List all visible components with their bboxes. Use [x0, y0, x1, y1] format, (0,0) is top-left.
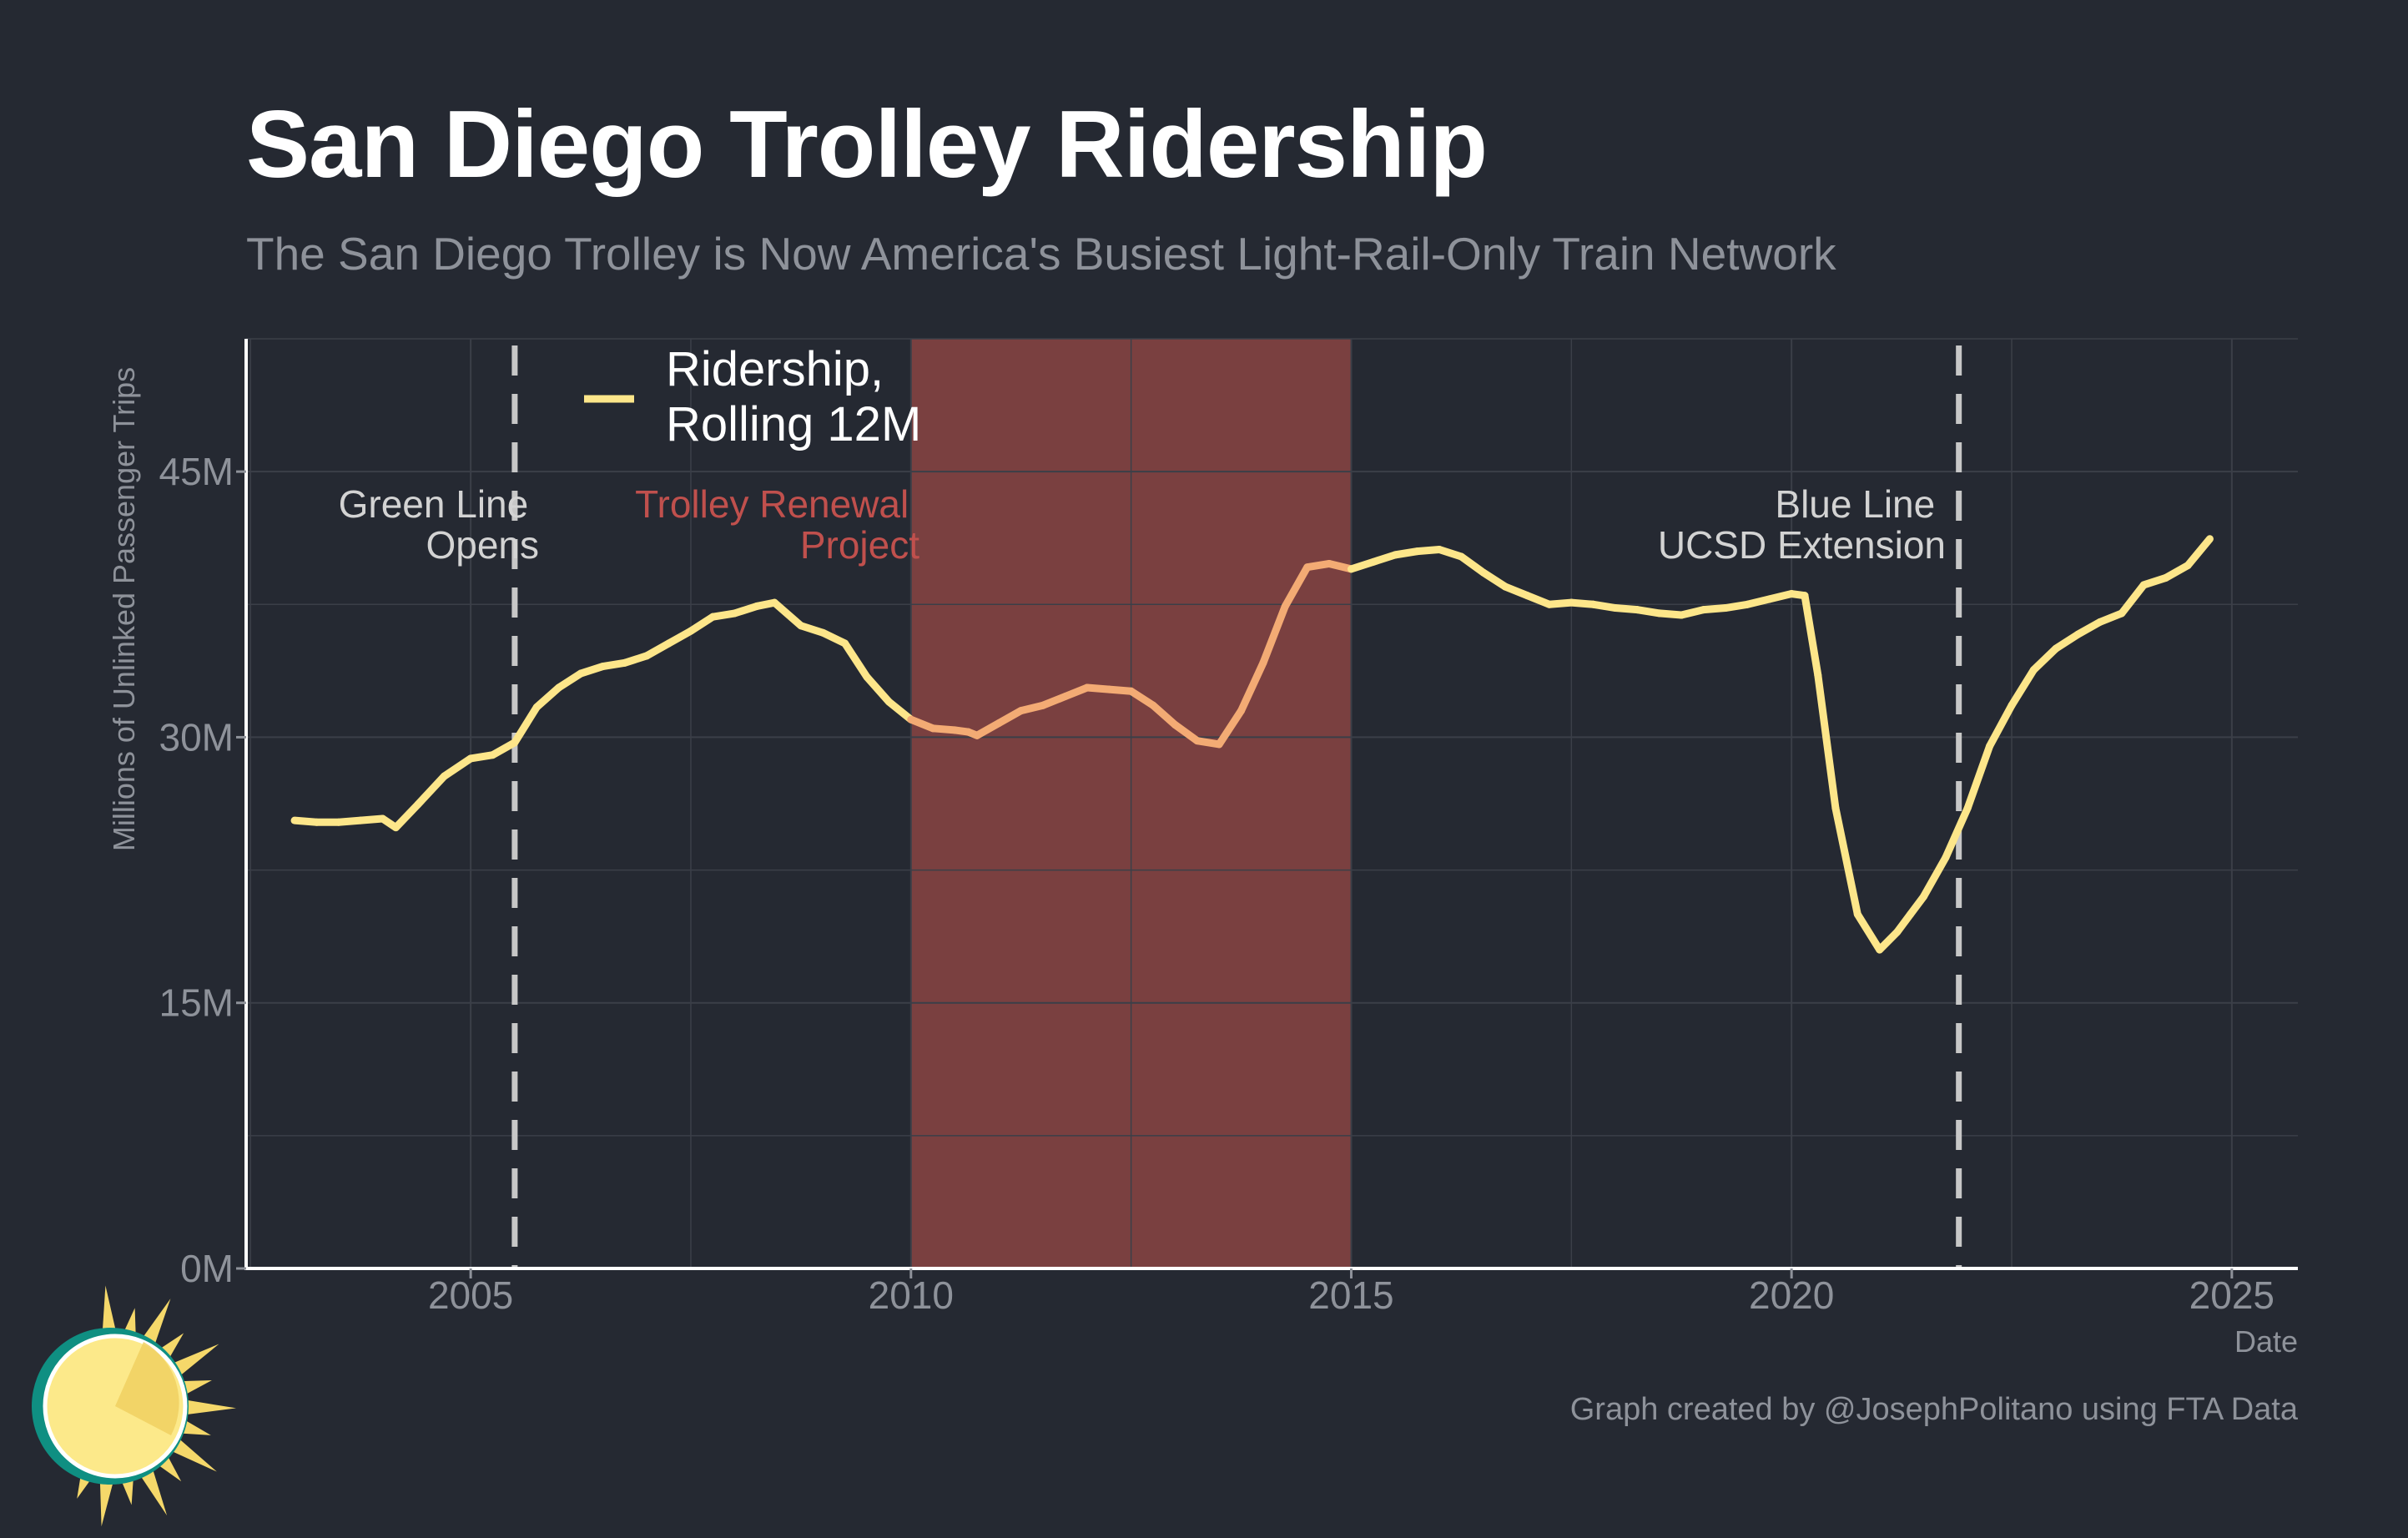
sun-shade [115, 1342, 179, 1435]
series-segment [884, 698, 915, 724]
series-segment [2118, 581, 2148, 618]
series-segment [841, 639, 871, 681]
legend-label-line2: Rolling 12M [666, 397, 921, 451]
series-segment [1457, 552, 1488, 577]
sun-ray [102, 1285, 118, 1341]
x-tick-label: 2010 [869, 1273, 954, 1317]
y-tick-label: 0M [180, 1247, 234, 1290]
chart-title: San Diego Trolley Ridership [246, 92, 1488, 198]
series-segment [973, 719, 1003, 739]
series-segment [1919, 854, 1950, 900]
series-segment [2029, 644, 2060, 674]
series-segment [621, 652, 651, 667]
series-segment [1039, 693, 1069, 709]
series-segment [1017, 701, 1047, 715]
series-segment [1060, 683, 1091, 701]
legend: Ridership, Rolling 12M [584, 342, 921, 451]
series-segment [1814, 671, 1840, 812]
series-segment [995, 707, 1025, 727]
y-axis-title: Millions of Unlinked Passenger Trips [107, 367, 141, 851]
vline-label-green-line-1: Green Line [339, 482, 529, 526]
series-segment [489, 739, 519, 759]
series-segment [1149, 701, 1179, 729]
shade-label-renewal-1: Trolley Renewal [635, 482, 909, 526]
chart-subtitle: The San Diego Trolley is Now America's B… [246, 228, 1836, 280]
x-tick-label: 2015 [1308, 1273, 1393, 1317]
series-segment [1259, 602, 1289, 667]
series-segment [731, 602, 761, 618]
series-segment [2139, 573, 2170, 589]
series-segment [555, 669, 585, 692]
sun-ray [168, 1344, 219, 1379]
series-segment [1963, 742, 1994, 812]
series-segment [642, 639, 673, 660]
series-segment [2096, 609, 2126, 627]
sun-ray [181, 1399, 236, 1415]
shade-label-renewal: Trolley Renewal Project [635, 482, 919, 567]
series-segment [687, 613, 717, 635]
series-segment [1501, 582, 1532, 600]
shade-label-renewal-2: Project [800, 523, 919, 567]
series-segment [577, 663, 607, 678]
series-segment [2184, 535, 2214, 570]
legend-label-line1: Ridership, [666, 342, 884, 396]
series-segment [1281, 563, 1312, 610]
x-tick-label: 2020 [1749, 1273, 1834, 1317]
series-segment [1215, 707, 1246, 749]
series-segment [819, 628, 849, 648]
vline-label-blue-line: Blue Line UCSD Extension [1658, 482, 1946, 567]
series-segment [2052, 630, 2082, 653]
x-tick-label: 2025 [2189, 1273, 2275, 1317]
series-segment [863, 673, 893, 706]
sun-ray [99, 1470, 116, 1527]
sun-ray [166, 1435, 217, 1472]
y-tick-label: 45M [159, 450, 234, 493]
series-segment [770, 598, 805, 630]
caption: Graph created by @JosephPolitano using F… [1570, 1392, 2299, 1427]
series-segment [414, 772, 448, 809]
series-segment [665, 627, 695, 648]
series-segment [1801, 592, 1822, 679]
series-segment [1831, 804, 1861, 919]
sun-logo-icon [32, 1285, 236, 1527]
series-segment [797, 622, 827, 637]
vline-label-green-line: Green Line Opens [339, 482, 539, 567]
series-segment [1237, 658, 1267, 715]
series-segment [1942, 804, 1972, 862]
series-segment [1435, 546, 1465, 561]
series-segment [2073, 618, 2104, 638]
series-segment [511, 703, 541, 747]
series-segment [1524, 592, 1554, 608]
series-segment [1171, 721, 1201, 745]
series-segment [1876, 928, 1902, 954]
series-segment [440, 754, 475, 780]
series-segment [1986, 701, 2016, 750]
series-segment [391, 800, 422, 832]
y-tick-label: 15M [159, 981, 234, 1025]
series-segment [1677, 606, 1708, 619]
series-segment [1479, 568, 1509, 591]
vline-label-green-line-2: Opens [426, 523, 539, 567]
series-segment [2008, 666, 2038, 709]
series-segment [1853, 910, 1884, 954]
series-segment [1347, 557, 1378, 573]
legend-label: Ridership, Rolling 12M [666, 342, 921, 451]
series-segment [532, 683, 563, 711]
y-tick-label: 30M [159, 715, 234, 759]
series-segment [1127, 687, 1157, 709]
series-segment [1743, 595, 1774, 608]
x-axis-title: Date [2234, 1324, 2298, 1359]
vline-label-blue-line-2: UCSD Extension [1658, 523, 1946, 567]
series-segment [907, 715, 937, 733]
series-segment [2162, 562, 2192, 582]
x-tick-label: 2005 [428, 1273, 513, 1317]
series-segment [1766, 590, 1796, 603]
series-segment [1369, 551, 1399, 566]
series-segment [1325, 559, 1355, 573]
vline-label-blue-line-1: Blue Line [1775, 482, 1935, 526]
